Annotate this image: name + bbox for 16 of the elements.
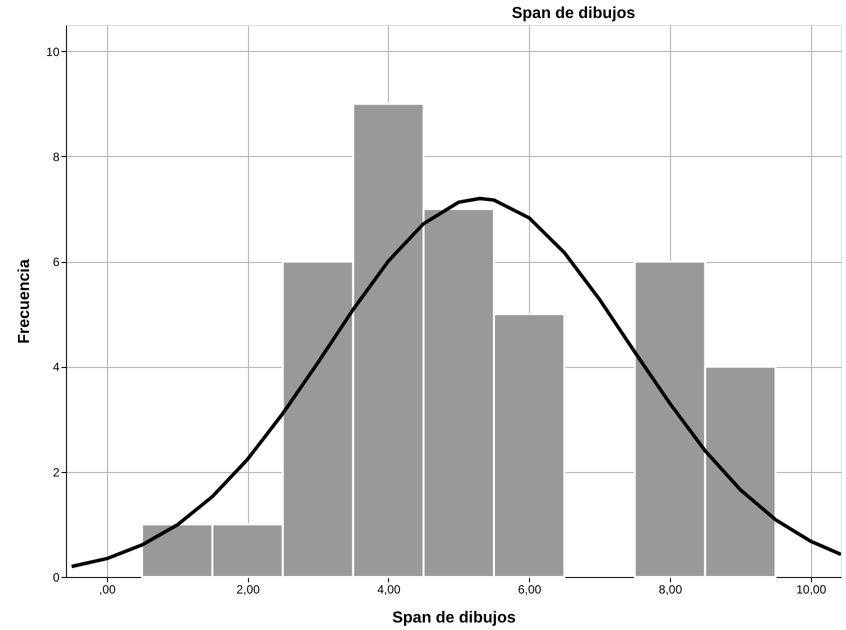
y-tick-label: 6 xyxy=(52,255,60,270)
x-tick-label: ,00 xyxy=(98,582,116,596)
chart-title: Span de dibujos xyxy=(512,5,636,22)
x-tick-label: 8,00 xyxy=(658,582,682,596)
x-tick-label: 6,00 xyxy=(518,582,542,596)
line-series xyxy=(70,196,841,568)
y-tick-label: 8 xyxy=(52,150,60,164)
y-tick-label: 0 xyxy=(52,570,60,584)
y-tick-label: 10 xyxy=(46,44,60,59)
y-tick-label: 2 xyxy=(52,465,60,480)
x-axis-title: Span de dibujos xyxy=(392,610,516,626)
x-tick-label: 2,00 xyxy=(236,582,260,596)
y-tick-label: 4 xyxy=(52,360,60,374)
x-tick-label: 4,00 xyxy=(377,582,401,596)
x-tick-label: 10,00 xyxy=(796,582,827,596)
y-axis-title: Frecuencia xyxy=(16,259,34,344)
